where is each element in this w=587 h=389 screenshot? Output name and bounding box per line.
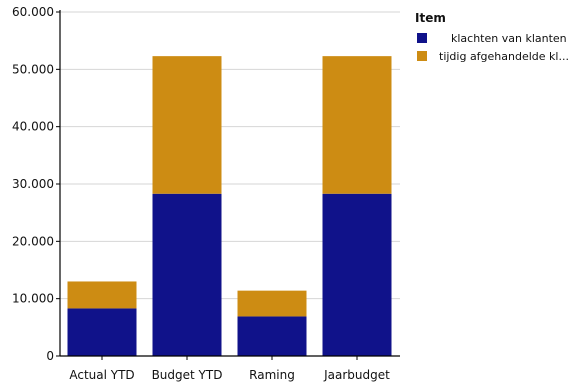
bar-segment — [322, 56, 392, 194]
legend: Item klachten van klanten tijdig afgehand… — [415, 11, 569, 63]
legend-swatch — [417, 51, 427, 61]
legend-swatch — [417, 33, 427, 43]
x-tick-labels: Actual YTD Budget YTD Raming Jaarbudget — [69, 368, 390, 382]
y-tick-label: 60.000 — [12, 5, 54, 19]
bar-segment — [152, 193, 222, 356]
y-tick-label: 20.000 — [12, 234, 54, 248]
y-tick-labels: 0 10.000 20.000 30.000 40.000 50.000 60.000 — [12, 5, 54, 363]
bar-segment — [237, 316, 307, 356]
bars — [67, 56, 392, 356]
y-tick-label: 10.000 — [12, 292, 54, 306]
x-tick-label: Budget YTD — [152, 368, 223, 382]
legend-label: tijdig afgehandelde kl... — [439, 50, 569, 63]
x-tick-label: Actual YTD — [69, 368, 134, 382]
legend-title: Item — [415, 11, 446, 25]
bar-segment — [152, 56, 222, 194]
bar-segment — [67, 308, 137, 356]
legend-label: klachten van klanten — [451, 32, 567, 45]
y-tick-label: 40.000 — [12, 120, 54, 134]
bar-segment — [322, 193, 392, 356]
bar-segment — [67, 281, 137, 309]
x-tick-label: Jaarbudget — [323, 368, 390, 382]
y-tick-label: 0 — [46, 349, 54, 363]
y-tick-label: 30.000 — [12, 177, 54, 191]
y-tick-label: 50.000 — [12, 62, 54, 76]
axes — [56, 10, 400, 360]
x-tick-label: Raming — [249, 368, 295, 382]
bar-segment — [237, 290, 307, 317]
